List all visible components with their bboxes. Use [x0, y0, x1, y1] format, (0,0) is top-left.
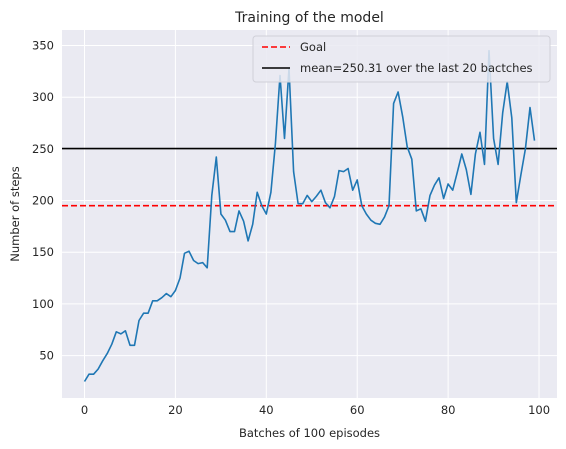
x-tick-label: 0	[81, 403, 88, 417]
y-tick-label: 100	[32, 297, 54, 311]
y-tick-label: 300	[32, 90, 54, 104]
series-layer	[83, 49, 536, 382]
x-axis-label: Batches of 100 episodes	[239, 426, 380, 440]
y-axis-ticks: 50 100 150 200 250 300 350	[32, 39, 54, 363]
y-tick-label: 50	[39, 349, 54, 363]
x-tick-label: 40	[259, 403, 274, 417]
x-axis-ticks: 0 20 40 60 80 100	[81, 403, 550, 417]
plot-area	[62, 30, 557, 398]
legend: Goal mean=250.31 over the last 20 bactch…	[252, 35, 551, 83]
y-tick-label: 250	[32, 142, 54, 156]
x-tick-label: 80	[441, 403, 456, 417]
x-tick-label: 20	[168, 403, 183, 417]
chart-title: Training of the model	[234, 10, 384, 26]
y-tick-label: 350	[32, 39, 54, 53]
y-tick-label: 200	[32, 194, 54, 208]
legend-mean-label: mean=250.31 over the last 20 bactches	[300, 61, 533, 75]
legend-goal-label: Goal	[300, 40, 326, 54]
y-tick-label: 150	[32, 245, 54, 259]
x-tick-label: 100	[528, 403, 550, 417]
steps-series-line	[83, 49, 536, 382]
legend-box	[252, 35, 551, 83]
y-axis-label: Number of steps	[8, 166, 22, 261]
reference-lines	[62, 147, 557, 207]
x-tick-label: 60	[350, 403, 365, 417]
